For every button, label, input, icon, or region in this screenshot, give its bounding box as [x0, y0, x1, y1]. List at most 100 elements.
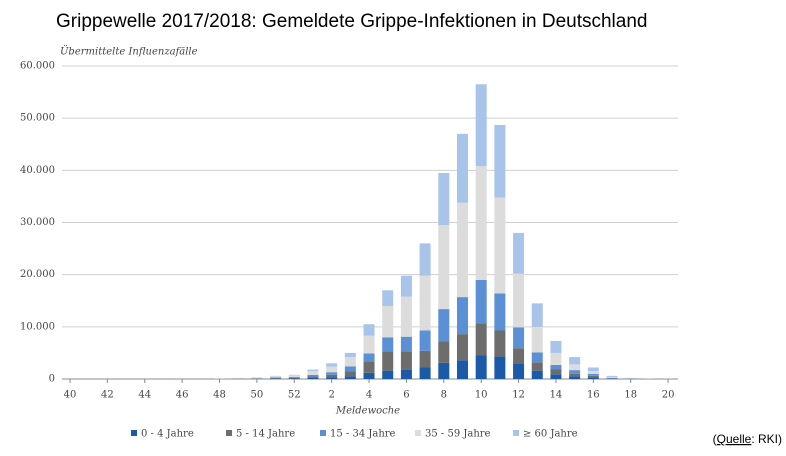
x-tick-label: 44: [138, 390, 151, 401]
bar-segment: [419, 243, 431, 276]
bar-segment: [344, 366, 356, 372]
x-tick-label: 10: [475, 390, 488, 401]
legend-label: 15 - 34 Jahre: [330, 429, 396, 440]
bar-segment: [307, 371, 319, 375]
bar-segment: [475, 84, 487, 167]
bar-segment: [419, 350, 431, 368]
source: (Quelle: RKI): [713, 432, 782, 446]
bar-segment: [531, 370, 543, 379]
bar-segment: [270, 376, 282, 378]
bar-segment: [307, 369, 319, 372]
bar-segment: [494, 293, 506, 331]
bar-segment: [363, 353, 375, 362]
bar-segment: [326, 372, 338, 375]
bar-segment: [587, 373, 599, 376]
bar-segment: [326, 363, 338, 367]
bar-segment: [606, 375, 618, 377]
bar-segment: [363, 335, 375, 354]
bar-segment: [400, 296, 412, 337]
source-link[interactable]: Quelle: [717, 432, 752, 446]
bar-segment: [363, 372, 375, 379]
legend-swatch: [226, 430, 232, 436]
bar-segment: [550, 340, 562, 353]
legend-swatch: [320, 430, 326, 436]
bar-segment: [494, 356, 506, 379]
x-tick-label: 52: [288, 390, 301, 401]
bar-segment: [569, 370, 581, 374]
bar-segment: [456, 334, 468, 361]
chart-title: Grippewelle 2017/2018: Gemeldete Grippe-…: [56, 11, 647, 32]
bar-segment: [475, 279, 487, 324]
bar-segment: [456, 133, 468, 203]
x-tick-label: 14: [550, 390, 563, 401]
bar-segment: [344, 352, 356, 358]
x-tick-label: 8: [441, 390, 447, 401]
bar-segment: [363, 324, 375, 336]
x-tick-label: 40: [64, 390, 77, 401]
bar-segment: [550, 374, 562, 379]
bar-segment: [307, 376, 319, 378]
y-tick-label: 20.000: [20, 269, 55, 280]
bar-segment: [587, 371, 599, 374]
bar-segment: [344, 357, 356, 367]
bar-segment: [288, 377, 300, 379]
bar-segment: [382, 305, 394, 338]
bar-segment: [531, 303, 543, 327]
bar-segment: [344, 371, 356, 377]
bar-segment: [456, 360, 468, 379]
bar-segment: [400, 369, 412, 379]
x-tick-label: 12: [512, 390, 525, 401]
x-tick-label: 20: [662, 390, 675, 401]
bar-segment: [475, 166, 487, 280]
x-tick-label: 2: [328, 390, 334, 401]
bar-segment: [288, 374, 300, 376]
x-tick-label: 6: [403, 390, 409, 401]
x-tick-label: 50: [251, 390, 264, 401]
bar-segment: [307, 377, 319, 379]
y-tick-label: 40.000: [20, 165, 55, 176]
x-tick-label: 18: [624, 390, 637, 401]
bar-segment: [307, 374, 319, 377]
bar-segment: [513, 327, 525, 349]
bar-segment: [326, 366, 338, 373]
bar-segment: [606, 377, 618, 379]
bar-segment: [569, 364, 581, 371]
x-axis-title: Meldewoche: [335, 406, 400, 417]
y-tick-label: 0: [49, 374, 55, 385]
y-tick-label: 60.000: [20, 61, 55, 72]
y-axis-title: Übermittelte Influenzafälle: [60, 46, 198, 58]
bar-segment: [382, 337, 394, 352]
bar-segment: [531, 326, 543, 353]
bar-segment: [550, 364, 562, 370]
legend-swatch: [513, 430, 519, 436]
source-open: (: [713, 432, 717, 446]
bar-segment: [400, 336, 412, 352]
bar-segment: [438, 341, 450, 363]
bar-segment: [513, 363, 525, 379]
bar-segment: [494, 330, 506, 357]
bar-segment: [438, 309, 450, 342]
bar-segment: [587, 367, 599, 372]
y-tick-label: 30.000: [20, 217, 55, 228]
bar-segment: [438, 362, 450, 379]
legend-label: 0 - 4 Jahre: [141, 429, 194, 440]
bar-segment: [513, 348, 525, 364]
bar-segment: [438, 225, 450, 310]
bar-segment: [587, 375, 599, 378]
bar-segment: [475, 355, 487, 379]
bar-segment: [494, 197, 506, 294]
x-tick-label: 42: [101, 390, 114, 401]
bar-segment: [606, 376, 618, 378]
bar-segment: [531, 362, 543, 371]
bar-segment: [400, 275, 412, 297]
bar-segment: [326, 374, 338, 378]
legend-label: 35 - 59 Jahre: [425, 429, 491, 440]
bar-segment: [438, 172, 450, 226]
x-tick-label: 46: [176, 390, 189, 401]
legend-swatch: [415, 430, 421, 436]
legend-label: ≥ 60 Jahre: [523, 429, 578, 440]
bar-segment: [400, 351, 412, 370]
y-tick-label: 50.000: [20, 113, 55, 124]
bar-segment: [550, 352, 562, 365]
